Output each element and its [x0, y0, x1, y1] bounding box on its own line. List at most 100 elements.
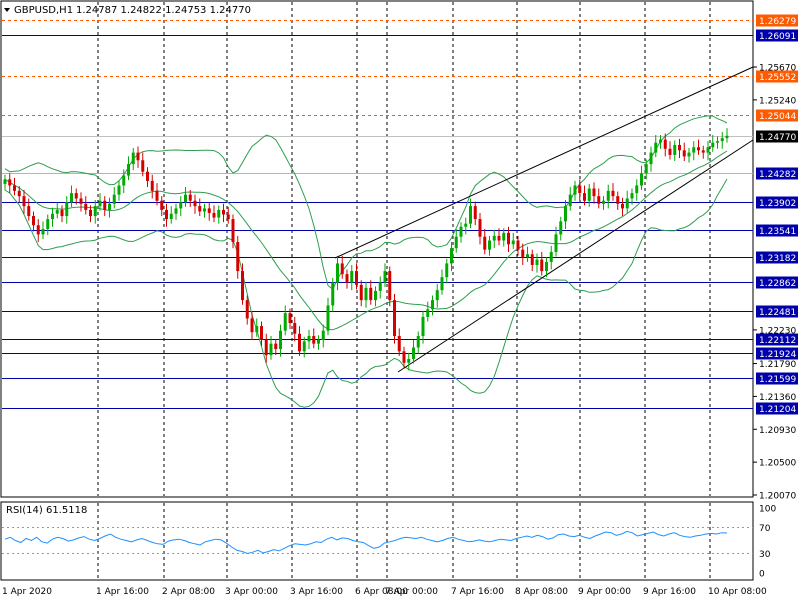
price-label-box: [756, 14, 798, 27]
candle-up: [535, 259, 539, 265]
candle-up: [255, 326, 259, 333]
candle-down: [678, 144, 681, 151]
candle-up: [587, 188, 591, 201]
candle-up: [564, 206, 567, 222]
candle-up: [649, 152, 653, 165]
symbol-timeframe: GBPUSD,H1: [14, 5, 73, 16]
rsi-axis-label: 100: [759, 505, 776, 515]
candle-up: [545, 261, 548, 272]
candle-up: [445, 263, 449, 278]
price-label-text: 1.24282: [759, 170, 796, 180]
candle-up: [416, 336, 420, 348]
candle-up: [41, 229, 45, 235]
bollinger-middle: [4, 150, 728, 331]
candle-down: [188, 194, 192, 201]
candle-down: [345, 274, 349, 283]
candle-down: [507, 232, 510, 245]
candle-up: [450, 248, 453, 264]
candle-down: [27, 206, 31, 217]
price-label-box: [756, 70, 798, 83]
candle-up: [488, 240, 491, 250]
candle-down: [355, 271, 358, 285]
time-tick-label: 2 Apr 08:00: [162, 587, 215, 597]
price-label-box: [756, 109, 798, 122]
candle-down: [22, 196, 26, 207]
candle-up: [716, 141, 719, 143]
rsi-title: RSI(14) 61.5118: [6, 505, 87, 516]
candle-down: [74, 193, 78, 199]
candle-up: [378, 282, 382, 291]
candle-up: [307, 336, 311, 342]
price-label-text: 1.22112: [759, 336, 796, 346]
candle-down: [260, 326, 263, 340]
time-tick-label: 3 Apr 00:00: [225, 587, 278, 597]
candle-down: [79, 198, 83, 204]
candle-down: [84, 203, 88, 210]
candle-down: [222, 209, 225, 215]
candle-up: [549, 251, 553, 262]
price-label-box: [756, 251, 798, 264]
candle-up: [630, 193, 634, 199]
price-label-box: [756, 347, 798, 360]
candle-down: [616, 196, 620, 204]
candle-down: [340, 263, 344, 275]
trend-line-lower[interactable]: [397, 139, 754, 373]
candle-down: [165, 209, 168, 220]
candle-down: [250, 318, 254, 333]
time-tick-label: 7 Apr 00:00: [385, 587, 438, 597]
candle-up: [169, 213, 173, 220]
candle-down: [701, 150, 705, 153]
candle-down: [312, 336, 316, 344]
candle-up: [459, 226, 463, 237]
candle-up: [350, 271, 354, 283]
candle-up: [426, 309, 430, 317]
candle-up: [526, 254, 529, 258]
candle-down: [141, 160, 145, 172]
price-tick-label: 1.25240: [759, 96, 796, 106]
price-label-text: 1.21924: [759, 350, 796, 360]
price-label-box: [756, 224, 798, 237]
candle-down: [682, 150, 686, 157]
candle-up: [383, 271, 387, 283]
candle-down: [478, 219, 482, 237]
candle-down: [393, 300, 396, 337]
bollinger-bands: [4, 115, 728, 408]
candle-down: [611, 190, 615, 197]
rsi-series: 100 70 30 0: [2, 505, 776, 580]
candle-up: [421, 316, 425, 337]
candle-down: [13, 185, 16, 191]
candle-up: [279, 330, 282, 350]
candle-down: [160, 200, 164, 210]
candle-down: [293, 323, 297, 334]
trend-line-upper[interactable]: [334, 66, 754, 259]
price-tick-label: 1.21790: [759, 360, 796, 370]
candle-up: [184, 194, 187, 203]
candle-up: [70, 193, 73, 203]
candlestick-series: [3, 128, 729, 371]
candle-down: [274, 343, 278, 350]
candle-up: [112, 194, 116, 204]
candle-down: [402, 351, 406, 363]
time-tick-label: 7 Apr 16:00: [451, 587, 504, 597]
candle-up: [568, 194, 572, 207]
symbol-menu-triangle-icon[interactable]: [4, 8, 10, 12]
candle-up: [98, 200, 102, 207]
price-label-box: [756, 29, 798, 42]
candle-up: [374, 290, 377, 301]
candle-down: [473, 206, 477, 220]
time-tick-label: 9 Apr 00:00: [578, 587, 631, 597]
price-tick-label: 1.22230: [759, 326, 796, 336]
candle-up: [573, 185, 577, 195]
candle-up: [3, 179, 7, 184]
price-tick-label: 1.21360: [759, 393, 796, 403]
bollinger-lower: [4, 178, 728, 408]
candle-up: [706, 147, 710, 153]
price-label-text: 1.24770: [759, 133, 796, 143]
candle-down: [236, 242, 240, 272]
candle-up: [46, 219, 50, 230]
price-label-text: 1.23902: [759, 199, 796, 209]
price-label-box: [756, 372, 798, 385]
rsi-line: [4, 530, 728, 555]
candle-down: [530, 254, 534, 265]
